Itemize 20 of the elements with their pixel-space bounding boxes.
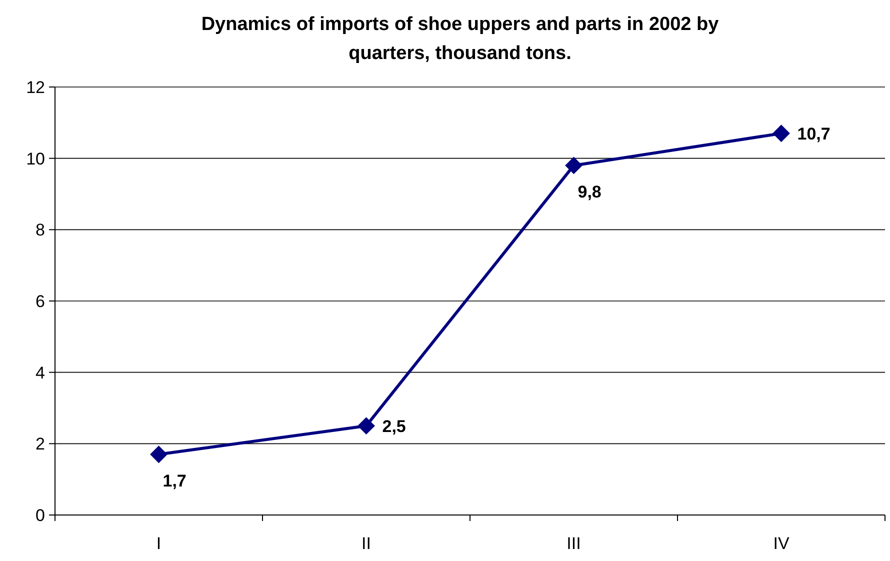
data-label: 2,5 (382, 416, 406, 436)
y-tick-label: 10 (26, 149, 45, 168)
x-tick-label: IV (773, 534, 790, 553)
point (150, 446, 168, 463)
x-tick-label: II (362, 534, 371, 553)
chart-title: Dynamics of imports of shoe uppers and parts in 2002 by quarters, thousand tons. (201, 14, 720, 64)
point (772, 124, 790, 142)
point (565, 156, 582, 174)
y-tick-label: 0 (36, 506, 45, 525)
y-tick-label: 2 (36, 434, 45, 454)
data-label: 10,7 (797, 124, 830, 144)
y-tick-label: 6 (36, 292, 45, 311)
point (358, 417, 375, 434)
data-label: 9,8 (578, 182, 602, 202)
y-tick-label: 4 (36, 363, 45, 382)
y-tick-label: 8 (36, 220, 45, 240)
y-tick-label: 12 (26, 78, 45, 97)
x-tick-label: III (566, 534, 581, 553)
data-label: 1,7 (162, 471, 186, 490)
x-tick-label: I (156, 534, 162, 553)
